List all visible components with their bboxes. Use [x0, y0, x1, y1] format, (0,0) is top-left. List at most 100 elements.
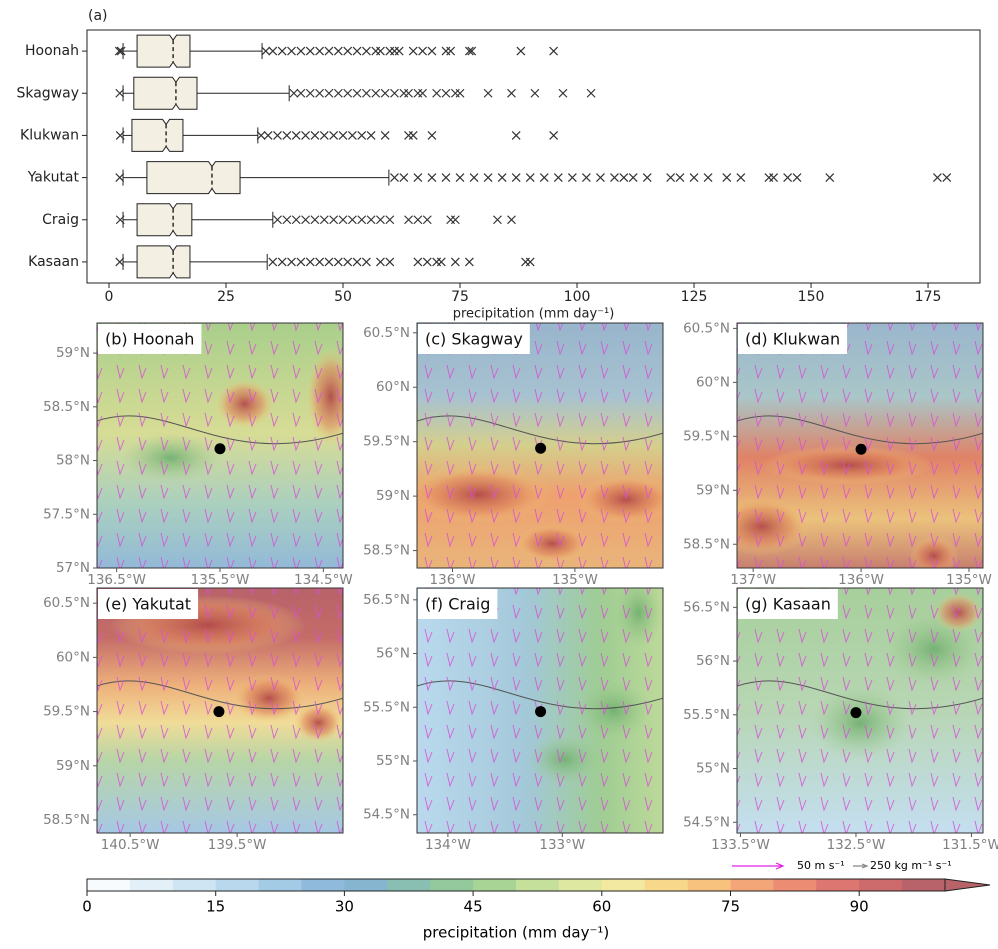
flier: [367, 131, 375, 139]
flier: [376, 216, 384, 224]
y-tick-label: 59.5°N: [363, 434, 410, 450]
flier: [325, 89, 333, 97]
flier: [559, 89, 567, 97]
y-tick-label: Skagway: [16, 85, 79, 101]
colorbar-band: [473, 879, 516, 891]
colorbar-band: [559, 879, 602, 891]
y-tick-label: 60.5°N: [363, 325, 410, 341]
flier: [596, 174, 604, 182]
flier: [381, 131, 389, 139]
y-tick-label: 56.5°N: [683, 599, 730, 615]
y-tick-label: 60°N: [56, 649, 90, 665]
figure: (a)0255075100125150175precipitation (mm …: [0, 0, 998, 945]
map-panel: 136.5°W135.5°W134.5°W57°N57.5°N58°N58.5°…: [43, 323, 355, 588]
flier: [770, 174, 778, 182]
colorbar-band: [773, 879, 816, 891]
colorbar-band: [902, 879, 945, 891]
flier: [273, 216, 281, 224]
box: [132, 119, 183, 151]
flier: [334, 89, 342, 97]
y-tick-label: Yakutat: [27, 170, 80, 186]
flier: [442, 47, 450, 55]
box: [134, 77, 197, 109]
y-tick-label: 57.5°N: [43, 506, 90, 522]
x-axis-label: precipitation (mm day⁻¹): [453, 307, 615, 322]
flier: [386, 258, 394, 266]
x-tick-label: 100: [564, 289, 591, 305]
flier: [278, 258, 286, 266]
flier: [297, 47, 305, 55]
flier: [367, 216, 375, 224]
flier: [409, 131, 417, 139]
x-tick-label: 131.5°W: [942, 837, 998, 853]
flier: [376, 47, 384, 55]
flier: [540, 174, 548, 182]
flux-key-label: 250 kg m⁻¹ s⁻¹: [870, 859, 952, 872]
y-tick-label: 60.5°N: [683, 320, 730, 336]
y-tick-label: 60°N: [696, 374, 730, 390]
flier: [283, 131, 291, 139]
flier: [442, 89, 450, 97]
flier: [400, 174, 408, 182]
flier: [667, 174, 675, 182]
colorbar-band: [259, 879, 302, 891]
x-tick-label: 135°W: [552, 572, 598, 588]
y-tick-label: 55°N: [376, 753, 410, 769]
panel-title: (c) Skagway: [425, 330, 523, 349]
x-tick-label: 50: [334, 289, 352, 305]
flier: [451, 258, 459, 266]
flier: [390, 47, 398, 55]
y-tick-label: 58.5°N: [363, 543, 410, 559]
flier: [262, 47, 270, 55]
flier: [362, 47, 370, 55]
flier: [339, 131, 347, 139]
y-tick-label: 58.5°N: [683, 536, 730, 552]
x-tick-label: 0: [105, 289, 114, 305]
x-tick-label: 133°W: [539, 837, 585, 853]
x-tick-label: 135°W: [946, 572, 992, 588]
flier: [428, 174, 436, 182]
colorbar-band: [816, 879, 859, 891]
flier: [765, 174, 773, 182]
flier: [414, 174, 422, 182]
flier: [470, 174, 478, 182]
flier: [358, 216, 366, 224]
box: [147, 162, 240, 194]
flier: [943, 174, 951, 182]
map-field: [712, 323, 983, 575]
flier: [273, 131, 281, 139]
flier: [306, 89, 314, 97]
flier: [414, 258, 422, 266]
flier: [419, 47, 427, 55]
flier: [933, 174, 941, 182]
flier: [390, 174, 398, 182]
flier: [498, 174, 506, 182]
colorbar-band: [173, 879, 216, 891]
flier: [620, 174, 628, 182]
flier: [723, 174, 731, 182]
station: [213, 706, 224, 717]
flier: [344, 258, 352, 266]
flier: [587, 89, 595, 97]
flier: [414, 216, 422, 224]
flier: [493, 216, 501, 224]
y-tick-label: 59°N: [696, 482, 730, 498]
flier: [372, 47, 380, 55]
flier: [568, 174, 576, 182]
flier: [386, 47, 394, 55]
flier: [582, 174, 590, 182]
flier: [508, 89, 516, 97]
flier: [269, 47, 277, 55]
map-panel: 140.5°W139.5°W58.5°N59°N59.5°N60°N60.5°N…: [43, 588, 343, 853]
flier: [320, 131, 328, 139]
flier: [297, 89, 305, 97]
x-tick-label: 136°W: [838, 572, 884, 588]
flier: [414, 89, 422, 97]
x-tick-label: 75: [451, 289, 469, 305]
flier: [526, 258, 534, 266]
flier: [330, 131, 338, 139]
panel-label: (a): [88, 8, 108, 24]
x-tick-label: 134°W: [425, 837, 471, 853]
colorbar-band: [602, 879, 645, 891]
